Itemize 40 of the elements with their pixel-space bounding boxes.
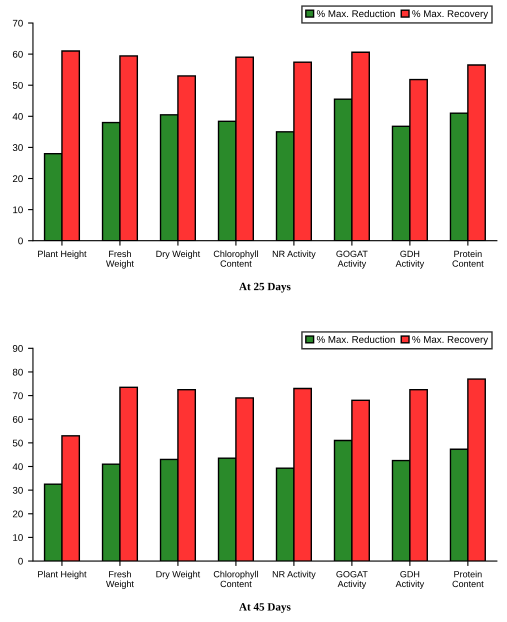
x-tick-label: Fresh Weight	[106, 570, 134, 589]
y-tick-label: 50	[12, 440, 23, 446]
y-tick-label: 40	[12, 463, 23, 470]
text: At 25 Days	[239, 282, 291, 293]
y-tick-label: 20	[12, 510, 23, 518]
y-tick-label: 90	[12, 345, 23, 352]
y-tick-label: 30	[12, 144, 23, 152]
x-tick-label: NR Activity	[272, 250, 316, 259]
x-tick-label: GOGAT Activity	[336, 571, 368, 589]
y-tick-label: 60	[12, 416, 23, 423]
x-tick-label: Plant Height	[38, 570, 86, 580]
x-tick-label: GDH Activity	[396, 250, 424, 269]
y-tick-label: 50	[12, 82, 23, 89]
x-tick-label: Chlorophyll Content	[214, 250, 258, 267]
legend-label: % Max. Reduction	[316, 336, 395, 343]
y-tick-label: 80	[12, 368, 23, 376]
y-tick-label: 70	[12, 392, 23, 400]
y-tick-label: 10	[13, 534, 23, 542]
y-tick-label: 30	[12, 486, 23, 494]
y-tick-label: 0	[18, 237, 23, 244]
y-tick-label: 10	[13, 206, 23, 214]
x-tick-label: GOGAT Activity	[336, 250, 368, 269]
y-tick-label: 60	[12, 50, 23, 58]
x-tick-label: Plant Height	[38, 250, 86, 259]
text: At 45 Days	[239, 603, 291, 613]
y-tick-label: 70	[12, 20, 23, 27]
x-tick-label: Dry Weight	[156, 250, 200, 259]
x-tick-label: Protein Content	[452, 570, 484, 588]
y-tick-label: 20	[12, 175, 23, 182]
x-tick-label: Chlorophyll Content	[214, 570, 258, 588]
x-tick-label: Protein Content	[452, 250, 484, 267]
x-tick-label: Dry Weight	[156, 570, 200, 580]
legend-label: % Max. Recovery	[412, 336, 488, 345]
x-tick-label: GDH Activity	[396, 571, 424, 589]
legend-label: % Max. Reduction	[316, 10, 395, 18]
x-tick-label: NR Activity	[272, 570, 316, 580]
x-tick-label: Fresh Weight	[106, 250, 134, 269]
y-tick-label: 40	[12, 113, 23, 120]
y-tick-label: 0	[18, 558, 23, 565]
legend-label: % Max. Recovery	[412, 10, 488, 20]
